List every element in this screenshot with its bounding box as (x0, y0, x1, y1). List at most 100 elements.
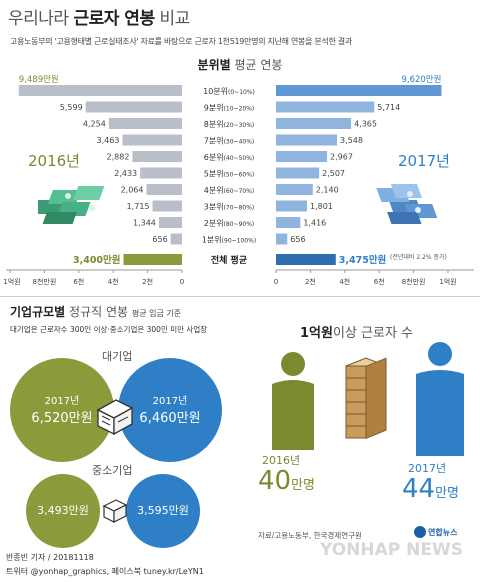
bar-2016 (152, 200, 182, 212)
company-title-rest: 정규직 연봉 (69, 305, 129, 319)
money-stack-green-icon (38, 186, 105, 224)
value-label-2017: 4,365 (354, 120, 377, 129)
right-axis-tick-label: 8천만원 (402, 277, 426, 286)
category-label: 2분위(80~90%) (204, 219, 255, 228)
bar-2016 (170, 233, 182, 245)
bar-2017 (276, 233, 288, 245)
left-axis-tick-label: 2천 (142, 277, 153, 286)
value-label-2016: 1,344 (133, 219, 156, 228)
bar-2017 (276, 200, 307, 212)
right-axis-tick-label: 1억원 (439, 277, 456, 286)
value-label-2017: 1,801 (310, 202, 333, 211)
bar-2017 (276, 184, 313, 195)
high-earner-2016-count: 40만명 (258, 466, 315, 496)
large-2016-year: 2017년 (44, 396, 80, 407)
bar-2016 (122, 134, 182, 146)
value-label-2017: 2,967 (330, 153, 353, 162)
value-label-2016: 2,882 (107, 153, 130, 162)
small-2016-value: 3,493만원 (37, 504, 89, 517)
company-title-bold: 기업규모별 (10, 305, 66, 319)
value-label-2017: 9,620만원 (401, 75, 441, 85)
year-2017-label: 2017년 (398, 152, 450, 170)
decile-title-rest: 평균 연봉 (234, 58, 283, 72)
value-label-2016: 656 (152, 235, 167, 244)
value-label-2016: 3,463 (97, 136, 120, 145)
decile-title: 분위별 평균 연봉 (0, 56, 480, 73)
bar-2017 (276, 134, 338, 146)
year-2016-label: 2016년 (28, 152, 80, 170)
right-axis-tick-label: 2천 (305, 277, 316, 286)
value-label-2016: 9,489만원 (19, 75, 59, 85)
category-label: 6분위(40~50%) (204, 153, 255, 162)
left-axis-tick-label: 1억원 (3, 277, 20, 286)
high-earner-2017-count: 44만명 (402, 474, 459, 504)
social-links: 트위터 @yonhap_graphics, 페이스북 tuney.kr/LeYN… (6, 567, 204, 576)
value-label-2016: 2,433 (114, 169, 137, 178)
count-2016-number: 40 (258, 466, 292, 496)
money-pile-icon (344, 357, 388, 440)
value-label-2016: 5,599 (60, 103, 83, 112)
value-label-2017: 1,416 (303, 219, 326, 228)
category-label: 9분위(10~20%) (204, 104, 255, 113)
bar-2016 (85, 101, 182, 113)
bar-2017 (276, 85, 442, 96)
small-building-icon (102, 499, 128, 523)
left-axis-tick-label: 4천 (108, 277, 119, 286)
left-axis-tick-label: 8천만원 (33, 277, 57, 286)
value-label-2016: 2,064 (121, 186, 144, 195)
bar-2016 (123, 254, 182, 265)
yonhap-logo: 연합뉴스 (414, 526, 457, 538)
right-axis-tick-label: 0 (274, 278, 278, 286)
value-label-2017: 656 (290, 235, 305, 244)
category-label: 1분위(90~100%) (202, 236, 256, 245)
decile-title-bold: 분위별 (197, 58, 231, 72)
yonhap-logo-icon (414, 526, 426, 538)
building-icon (96, 399, 134, 436)
bar-2016 (132, 151, 182, 162)
category-label: 4분위(60~70%) (204, 186, 255, 195)
value-label-2017: 5,714 (377, 103, 400, 112)
bar-2017 (276, 101, 375, 113)
small-company-2017-circle: 3,595만원 (126, 474, 200, 548)
count-2017-unit: 만명 (435, 486, 460, 501)
yonhap-logo-text: 연합뉴스 (428, 527, 458, 537)
large-2017-year: 2017년 (152, 396, 188, 407)
category-label: 3분위(70~80%) (204, 203, 255, 212)
byline: 반종빈 기자 / 20181118 (6, 553, 94, 562)
page-title: 우리나라 근로자 연봉 비교 (8, 4, 190, 29)
bar-2017 (276, 254, 336, 265)
bar-2017 (276, 118, 352, 129)
category-label: 7분위(30~40%) (204, 137, 255, 146)
title-suffix: 비교 (159, 9, 191, 29)
average-growth-note: (전년대비 2.2% 증가) (390, 254, 447, 261)
category-label: 5분위(50~60%) (204, 170, 255, 179)
small-company-2016-circle: 3,493만원 (26, 474, 100, 548)
count-2017-number: 44 (402, 474, 436, 504)
value-label-2017: 3,475만원 (339, 254, 387, 266)
bar-2016 (140, 167, 182, 179)
section-divider (0, 296, 480, 297)
bar-2016 (158, 217, 182, 228)
high-earner-title-rest: 이상 근로자 수 (332, 326, 413, 341)
left-axis-tick-label: 0 (180, 278, 184, 286)
small-company-label: 중소기업 (92, 464, 133, 477)
value-label-2017: 2,507 (322, 169, 345, 178)
bar-2016 (18, 85, 182, 96)
value-label-2016: 4,254 (83, 120, 106, 129)
source-note: 자료/고용노동부, 한국경제연구원 (258, 531, 362, 540)
company-title-note: 평균 임금 기준 (131, 309, 182, 318)
value-label-2016: 1,715 (127, 202, 150, 211)
high-earner-2017-year: 2017년 (408, 462, 447, 475)
money-stack-blue-icon (376, 184, 438, 224)
value-label-2016: 3,400만원 (73, 254, 121, 266)
category-label: 전체 평균 (211, 254, 248, 266)
large-2017-value: 6,460만원 (139, 411, 201, 426)
title-prefix: 우리나라 (8, 9, 69, 29)
person-2017-icon (416, 342, 464, 456)
category-label: 8분위(20~30%) (204, 120, 255, 129)
high-earner-title: 1억원이상 근로자 수 (300, 322, 413, 341)
large-2016-value: 6,520만원 (31, 411, 93, 426)
value-label-2017: 2,140 (316, 186, 339, 195)
decile-bar-chart: 10분위(0~10%) 9,489만원 9,620만원 9분위(10~20%) 5,59… (3, 75, 474, 286)
high-earner-title-bold: 1억원 (300, 326, 333, 341)
